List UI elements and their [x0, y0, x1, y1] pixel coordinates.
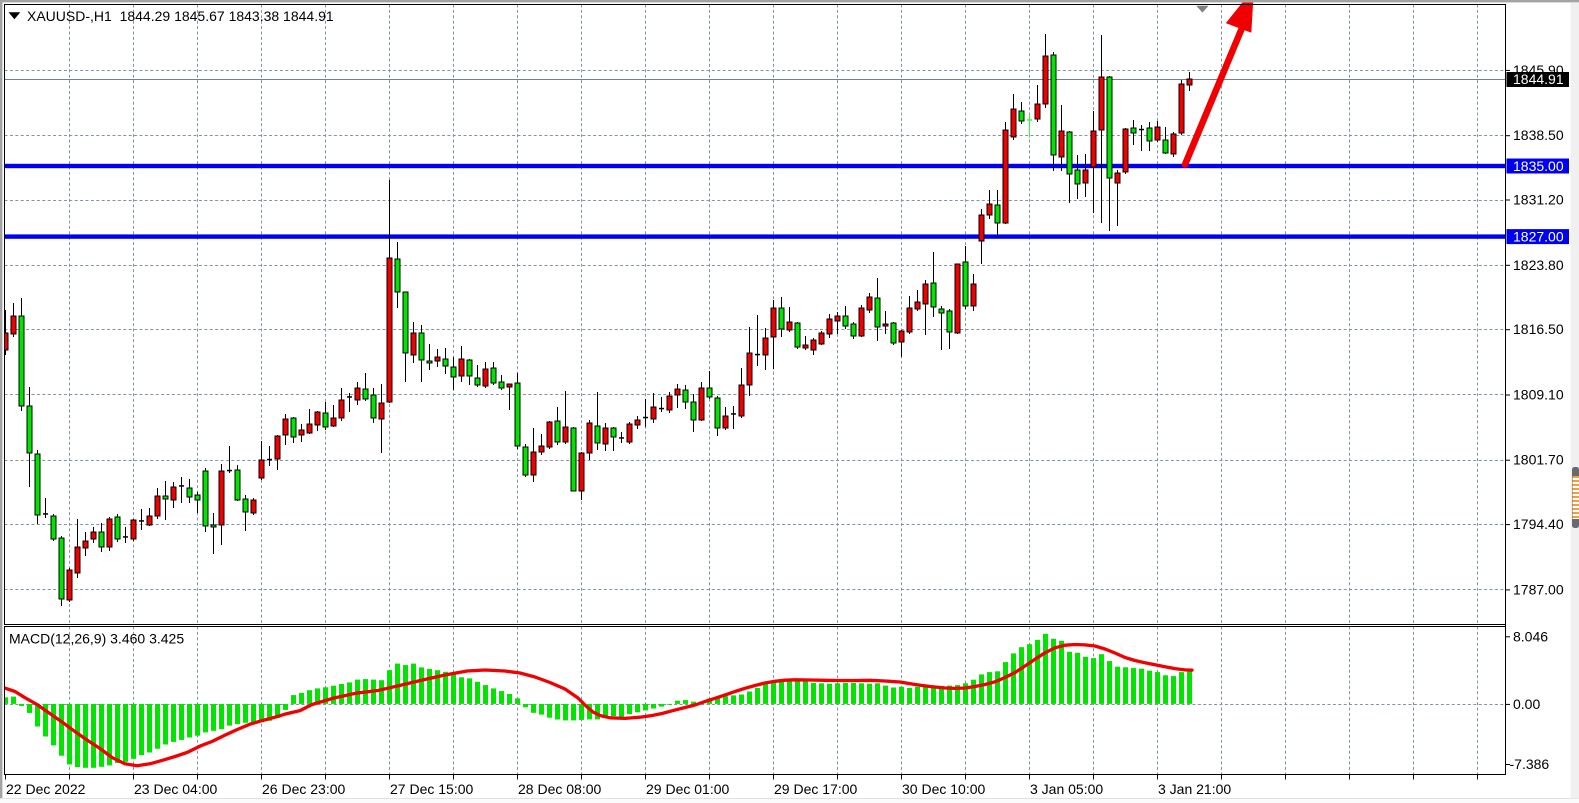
svg-text:1835.00: 1835.00: [1513, 158, 1564, 174]
svg-text:1827.00: 1827.00: [1513, 229, 1564, 245]
svg-text:XAUUSD-,H1 1844.29 1845.67 18: XAUUSD-,H1 1844.29 1845.67 1843.38 1844.…: [27, 8, 334, 24]
svg-text:29 Dec 17:00: 29 Dec 17:00: [774, 781, 857, 797]
svg-text:1816.50: 1816.50: [1513, 321, 1564, 337]
svg-text:3 Jan 05:00: 3 Jan 05:00: [1030, 781, 1103, 797]
svg-text:1823.80: 1823.80: [1513, 257, 1564, 273]
svg-text:-7.386: -7.386: [1510, 756, 1550, 772]
svg-text:22 Dec 2022: 22 Dec 2022: [6, 781, 86, 797]
svg-text:30 Dec 10:00: 30 Dec 10:00: [902, 781, 985, 797]
svg-text:1831.20: 1831.20: [1513, 192, 1564, 208]
svg-text:26 Dec 23:00: 26 Dec 23:00: [262, 781, 345, 797]
svg-text:1801.70: 1801.70: [1513, 452, 1564, 468]
svg-text:1794.40: 1794.40: [1513, 516, 1564, 532]
svg-text:8.046: 8.046: [1513, 628, 1548, 644]
svg-text:23 Dec 04:00: 23 Dec 04:00: [134, 781, 217, 797]
svg-text:28 Dec 08:00: 28 Dec 08:00: [518, 781, 601, 797]
svg-text:27 Dec 15:00: 27 Dec 15:00: [390, 781, 473, 797]
svg-text:0.00: 0.00: [1513, 696, 1540, 712]
svg-text:1809.10: 1809.10: [1513, 387, 1564, 403]
svg-text:3 Jan 21:00: 3 Jan 21:00: [1158, 781, 1231, 797]
svg-text:1844.91: 1844.91: [1513, 71, 1564, 87]
svg-text:MACD(12,26,9) 3.460 3.425: MACD(12,26,9) 3.460 3.425: [9, 631, 184, 647]
svg-text:1838.50: 1838.50: [1513, 127, 1564, 143]
svg-text:1787.00: 1787.00: [1513, 581, 1564, 597]
svg-text:29 Dec 01:00: 29 Dec 01:00: [646, 781, 729, 797]
